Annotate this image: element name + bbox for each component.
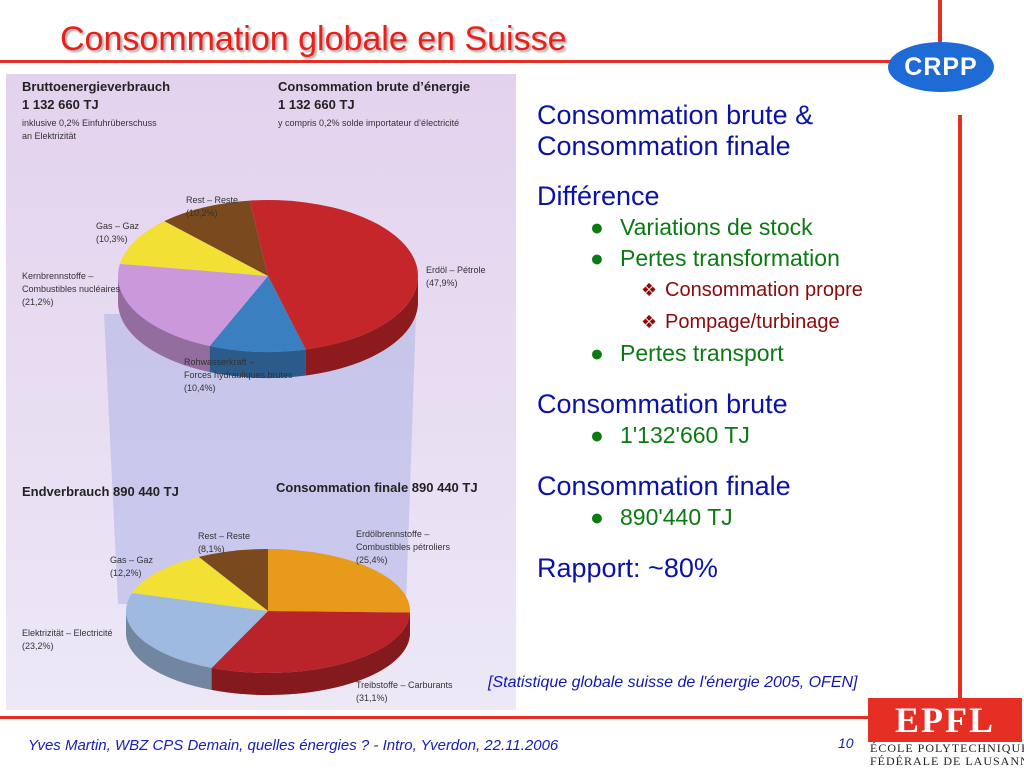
epfl-logo: EPFL ÉCOLE POLYTECHNIQUE FÉDÉRALE DE LAU… xyxy=(868,698,1024,768)
source-citation: [Statistique globale suisse de l'énergie… xyxy=(488,674,858,691)
bullet-finale-value: ● 890'440 TJ xyxy=(537,502,957,533)
diamond-bullet-icon: ❖ xyxy=(641,280,658,300)
label-rest-top-pct: (10,2%) xyxy=(186,208,218,218)
bullet-dot: ● xyxy=(590,214,604,240)
label-kern-top-pct: (21,2%) xyxy=(22,297,54,307)
logo-stem xyxy=(958,115,962,698)
label-oil-top: Erdöl – Pétrole xyxy=(426,265,486,275)
epfl-logo-text: ÉCOLE POLYTECHNIQUE FÉDÉRALE DE LAUSANNE xyxy=(870,741,1024,768)
top-fr-title: Consommation brute d’énergie xyxy=(278,79,470,94)
pie-bot-slice-side-2 xyxy=(126,611,212,690)
funnel-band xyxy=(104,314,416,604)
label-rest-top: Rest – Reste xyxy=(186,195,238,205)
label-hydro-top-2: Forces hydrauliques brutes xyxy=(184,370,293,380)
pie-consommation-brute xyxy=(117,199,419,378)
heading-difference: Différence xyxy=(537,181,660,211)
label-rest-bot-pct: (8,1%) xyxy=(198,544,225,554)
label-gas-bot-pct: (12,2%) xyxy=(110,568,142,578)
top-fr-note: y compris 0,2% solde importateur d’élect… xyxy=(278,118,459,128)
crpp-logo: CRPP xyxy=(888,42,994,92)
label-kern-top: Kernbrennstoffe – xyxy=(22,271,93,281)
energy-figure: Bruttoenergieverbrauch 1 132 660 TJ inkl… xyxy=(6,74,516,710)
slide-title: Consommation globale en Suisse xyxy=(60,20,567,58)
bullet-brute-value: ● 1'132'660 TJ xyxy=(537,420,957,451)
label-kern-top-2: Combustibles nucléaires xyxy=(22,284,121,294)
bot-fr-title: Consommation finale 890 440 TJ xyxy=(276,480,478,495)
label-fuel-bot-pct: (31,1%) xyxy=(356,693,388,703)
energy-pie-charts: Bruttoenergieverbrauch 1 132 660 TJ inkl… xyxy=(22,79,486,703)
pie-top-slice-0 xyxy=(249,199,419,350)
epfl-logo-mark: EPFL xyxy=(868,698,1022,742)
diamond-bullet-icon: ❖ xyxy=(641,312,658,332)
pie-top-slice-3 xyxy=(119,221,268,276)
bullet-pertes-transport: ● Pertes transport xyxy=(537,338,957,369)
label-elec-bot: Elektrizität – Electricité xyxy=(22,628,113,638)
pie-bot-slice-1 xyxy=(211,611,410,673)
label-oil-top-pct: (47,9%) xyxy=(426,278,458,288)
label-hydro-top: Rohwasserkraft – xyxy=(184,357,254,367)
heading-consommation-brute-finale-2: Consommation finale xyxy=(537,131,791,161)
pie-top-slice-4 xyxy=(164,200,268,276)
label-elec-bot-pct: (23,2%) xyxy=(22,641,54,651)
bullet-dot: ● xyxy=(590,422,604,448)
label-hydro-top-pct: (10,4%) xyxy=(184,383,216,393)
label-oil-bot: Erdölbrennstoffe – xyxy=(356,529,429,539)
label-gas-bot: Gas – Gaz xyxy=(110,555,154,565)
pie-bot-slice-3 xyxy=(132,556,268,611)
top-de-title: Bruttoenergieverbrauch xyxy=(22,79,170,94)
label-oil-bot-2: Combustibles pétroliers xyxy=(356,542,451,552)
heading-consommation-finale: Consommation finale xyxy=(537,471,791,501)
label-rest-bot: Rest – Reste xyxy=(198,531,250,541)
bullet-dot: ● xyxy=(590,340,604,366)
bullet-variations-stock: ● Variations de stock xyxy=(537,212,957,243)
pie-bot-slice-2 xyxy=(126,592,268,668)
subbullet-consommation-propre: ❖ Consommation propre xyxy=(537,274,957,306)
pie-consommation-finale xyxy=(126,549,410,695)
pie-top-slice-2 xyxy=(117,263,268,347)
bot-de-title: Endverbrauch 890 440 TJ xyxy=(22,484,179,499)
footer-rule xyxy=(0,716,868,719)
pie-top-slice-side-0 xyxy=(305,276,418,376)
logo-stem-top xyxy=(938,0,942,45)
heading-rapport: Rapport: ~80% xyxy=(537,553,718,583)
top-fr-value: 1 132 660 TJ xyxy=(278,97,355,112)
footer-text: Yves Martin, WBZ CPS Demain, quelles éne… xyxy=(28,737,559,754)
bullet-dot: ● xyxy=(590,245,604,271)
label-oil-bot-pct: (25,4%) xyxy=(356,555,388,565)
bullet-pertes-transformation: ● Pertes transformation xyxy=(537,243,957,274)
bullet-dot: ● xyxy=(590,504,604,530)
label-fuel-bot: Treibstoffe – Carburants xyxy=(356,680,453,690)
top-de-value: 1 132 660 TJ xyxy=(22,97,99,112)
subbullet-pompage-turbinage: ❖ Pompage/turbinage xyxy=(537,306,957,338)
pie-top-slice-side-2 xyxy=(118,276,210,373)
pie-bot-slice-4 xyxy=(198,549,268,611)
pie-bot-slice-side-1 xyxy=(211,612,410,695)
pie-bot-slice-0 xyxy=(268,549,410,613)
page-number: 10 xyxy=(838,735,854,751)
label-gas-top: Gas – Gaz xyxy=(96,221,140,231)
heading-consommation-brute-finale: Consommation brute & xyxy=(537,100,814,130)
top-de-note1: inklusive 0,2% Einfuhrüberschuss xyxy=(22,118,157,128)
pie-top-slice-side-1 xyxy=(209,346,306,378)
title-rule xyxy=(0,60,892,63)
top-de-note2: an Elektrizität xyxy=(22,131,77,141)
heading-consommation-brute: Consommation brute xyxy=(537,389,788,419)
pie-top-slice-1 xyxy=(209,276,306,353)
bullet-content: Consommation brute & Consommation finale… xyxy=(537,100,957,584)
label-gas-top-pct: (10,3%) xyxy=(96,234,128,244)
